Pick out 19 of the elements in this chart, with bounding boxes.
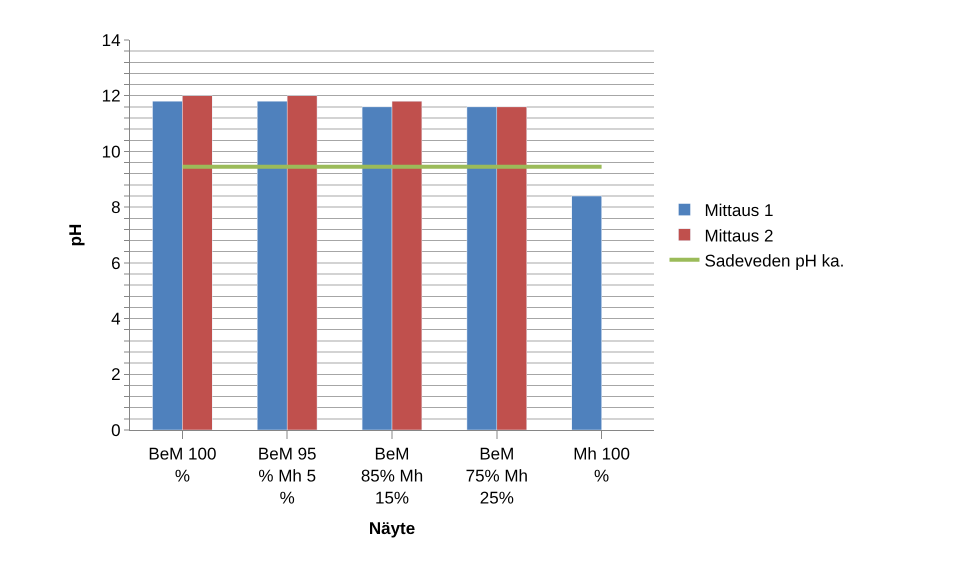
y-tick-label: 14	[102, 30, 121, 50]
y-tick-label: 6	[111, 254, 121, 273]
y-tick-label: 12	[102, 86, 121, 106]
x-tick-label: BeM 75% Mh 25%	[466, 444, 528, 508]
x-tick-label: Mh 100 %	[573, 444, 630, 486]
x-tick-label: BeM 100 %	[148, 444, 216, 486]
legend-label: Sadeveden pH ka.	[704, 251, 844, 270]
y-tick-label: 8	[111, 198, 121, 218]
y-tick-label: 4	[111, 310, 121, 329]
y-tick-label: 0	[111, 420, 121, 440]
x-tick-label: BeM 85% Mh 15%	[360, 444, 424, 508]
y-tick-label: 2	[111, 365, 121, 384]
y-axis-title: pH	[66, 224, 86, 246]
y-tick-label: 10	[102, 142, 121, 162]
legend-label: Mittaus 2	[704, 226, 774, 246]
x-tick-label: BeM 95 % Mh 5 %	[258, 444, 316, 508]
legend-label: Mittaus 1	[704, 201, 774, 220]
x-axis-title: Näyte	[368, 519, 416, 538]
bar	[571, 196, 602, 430]
